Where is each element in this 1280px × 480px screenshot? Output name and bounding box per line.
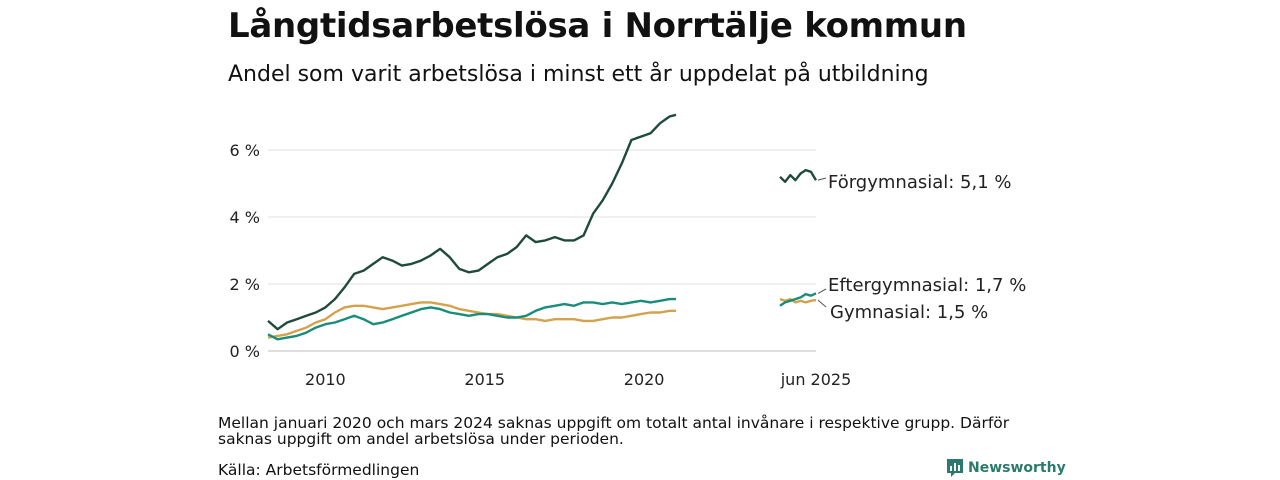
x-tick-label-recent: jun 2025	[780, 370, 852, 389]
y-tick-label: 2 %	[230, 275, 260, 294]
label-connector	[817, 177, 827, 181]
y-tick-label: 4 %	[230, 208, 260, 227]
series-line-recent-förgymnasial	[779, 168, 818, 184]
line-chart: 0 % 2 % 4 % 6 % 2010 2015 2020 jun 2025 Gymnasia…	[230, 113, 1026, 389]
brand-logo[interactable]: Newsworthy	[946, 458, 1066, 478]
series-line-recent-eftergymnasial	[779, 292, 817, 307]
chart-title: Långtidsarbetslösa i Norrtälje kommun	[228, 6, 967, 46]
x-tick-label: 2020	[624, 370, 665, 389]
series-end-label: Eftergymnasial: 1,7 %	[828, 275, 1026, 296]
y-tick-label: 6 %	[230, 141, 260, 160]
chart-subtitle: Andel som varit arbetslösa i minst ett å…	[228, 62, 929, 87]
chart-note: Mellan januari 2020 och mars 2024 saknas…	[218, 414, 1010, 448]
series-end-label: Gymnasial: 1,5 %	[830, 302, 988, 323]
newsworthy-logo-icon	[947, 459, 963, 477]
brand-name: Newsworthy	[968, 460, 1066, 476]
label-connector	[817, 299, 827, 308]
source-credit: Källa: Arbetsförmedlingen	[218, 461, 420, 479]
series-line-förgymnasial	[267, 113, 677, 331]
x-tick-label: 2015	[464, 370, 505, 389]
series-line-eftergymnasial	[267, 297, 676, 341]
series-line-gymnasial	[267, 301, 676, 339]
y-tick-label: 0 %	[230, 342, 260, 361]
series-line-recent-gymnasial	[779, 297, 817, 304]
series-end-label: Förgymnasial: 5,1 %	[828, 172, 1012, 193]
x-tick-label: 2010	[305, 370, 346, 389]
label-connector	[817, 288, 827, 294]
